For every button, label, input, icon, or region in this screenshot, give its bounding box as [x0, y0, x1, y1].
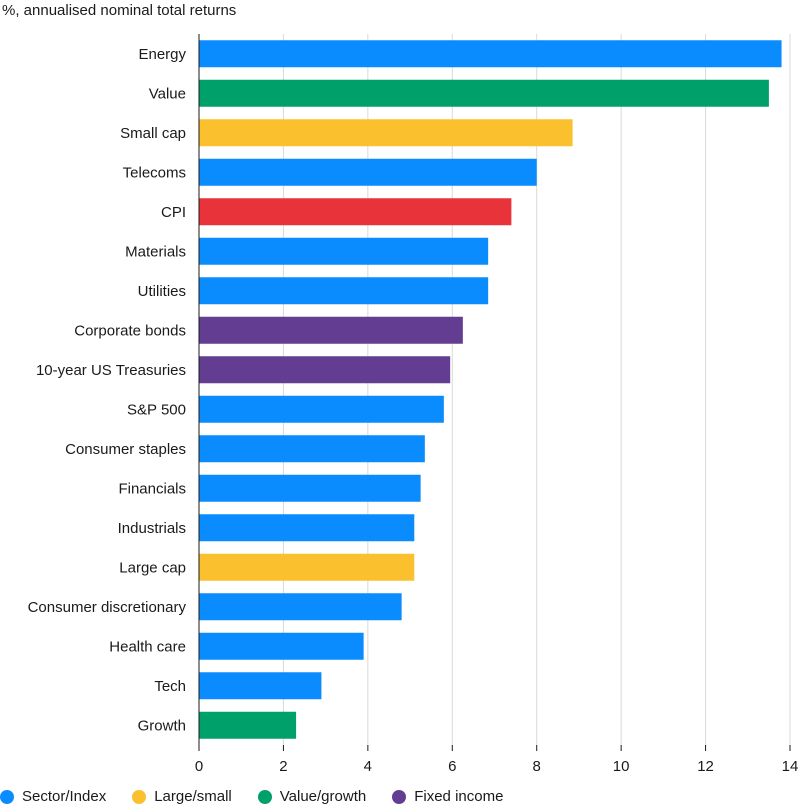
legend-label: Sector/Index [22, 788, 107, 805]
category-label: Energy [138, 46, 186, 63]
legend-item: Value/growth [257, 788, 367, 805]
bar-energy [199, 40, 782, 68]
bar-growth [199, 711, 297, 739]
x-tick-label: 6 [448, 758, 456, 775]
x-tick-label: 2 [279, 758, 287, 775]
category-label: Telecoms [123, 164, 186, 181]
category-label: Industrials [118, 520, 186, 537]
category-label: Growth [138, 717, 186, 734]
bar-corporate-bonds [199, 316, 463, 344]
category-label: 10-year US Treasuries [36, 362, 186, 379]
legend: Sector/Index Large/small Value/growth Fixed… [0, 788, 503, 805]
x-tick-label: 12 [697, 758, 714, 775]
gridlines [282, 34, 791, 745]
category-label: Consumer staples [65, 441, 186, 458]
category-label: Financials [118, 480, 186, 497]
category-label: Utilities [138, 283, 186, 300]
x-tick-label: 0 [195, 758, 203, 775]
x-tick-label: 8 [533, 758, 541, 775]
bar-s-p-500 [199, 395, 444, 423]
x-tick-label: 10 [613, 758, 630, 775]
category-label: Value [149, 85, 186, 102]
legend-swatch [257, 789, 272, 804]
category-label: Corporate bonds [74, 322, 186, 339]
bar-health-care [199, 632, 364, 660]
category-label: Tech [154, 678, 186, 695]
legend-label: Large/small [154, 788, 232, 805]
category-label: S&P 500 [127, 401, 186, 418]
category-label: Health care [109, 638, 186, 655]
chart-subtitle: %, annualised nominal total returns [2, 2, 237, 19]
legend-swatch [392, 789, 407, 804]
bar-consumer-discretionary [199, 593, 402, 621]
category-label: Large cap [119, 559, 186, 576]
bar-telecoms [199, 158, 537, 186]
bar-chart: Energy Value Small cap Telecoms CPI Materials… [28, 34, 799, 775]
category-label: Small cap [120, 125, 186, 142]
legend-item: Fixed income [392, 788, 503, 805]
bars [199, 40, 782, 739]
bar-utilities [199, 277, 489, 305]
bar-small-cap [199, 119, 573, 147]
x-axis-ticks: 0 2 4 6 8 10 12 14 [195, 745, 799, 775]
bar-financials [199, 474, 421, 502]
legend-label: Value/growth [279, 788, 367, 805]
category-label: Materials [125, 243, 186, 260]
x-tick-label: 4 [364, 758, 372, 775]
category-label: Consumer discretionary [28, 599, 187, 616]
legend-item: Large/small [132, 788, 232, 805]
bar-industrials [199, 514, 415, 542]
x-tick-label: 14 [782, 758, 799, 775]
category-labels: Energy Value Small cap Telecoms CPI Materials… [28, 46, 187, 735]
category-label: CPI [161, 204, 186, 221]
bar-tech [199, 672, 322, 700]
legend-swatch [132, 789, 147, 804]
bar-10-year-us-treasuries [199, 356, 451, 384]
legend-label: Fixed income [414, 788, 504, 805]
legend-swatch [0, 789, 14, 804]
bar-cpi [199, 198, 512, 226]
bar-consumer-staples [199, 435, 425, 463]
bar-large-cap [199, 553, 415, 581]
bar-value [199, 79, 769, 107]
bar-materials [199, 237, 489, 265]
legend-item: Sector/Index [0, 788, 106, 805]
